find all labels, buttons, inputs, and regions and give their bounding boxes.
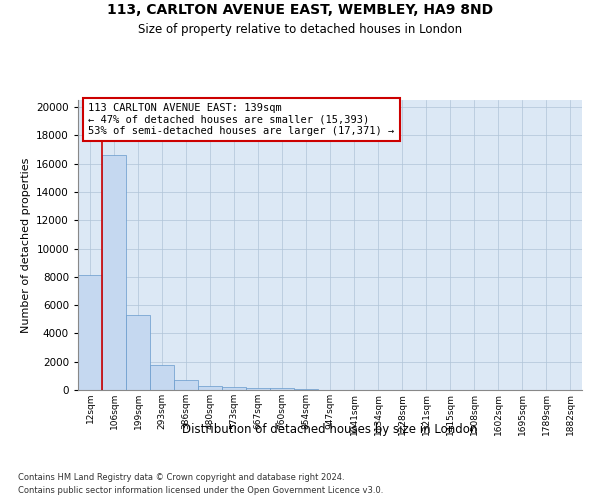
Bar — [78, 276, 102, 390]
Text: 113 CARLTON AVENUE EAST: 139sqm
← 47% of detached houses are smaller (15,393)
53: 113 CARLTON AVENUE EAST: 139sqm ← 47% of… — [88, 103, 394, 136]
Y-axis label: Number of detached properties: Number of detached properties — [20, 158, 31, 332]
Bar — [294, 389, 318, 390]
Bar — [150, 364, 174, 390]
Text: Size of property relative to detached houses in London: Size of property relative to detached ho… — [138, 22, 462, 36]
Text: Contains HM Land Registry data © Crown copyright and database right 2024.: Contains HM Land Registry data © Crown c… — [18, 472, 344, 482]
Bar — [126, 315, 150, 390]
Text: 113, CARLTON AVENUE EAST, WEMBLEY, HA9 8ND: 113, CARLTON AVENUE EAST, WEMBLEY, HA9 8… — [107, 2, 493, 16]
Bar — [222, 387, 246, 390]
Bar — [246, 388, 270, 390]
Bar — [270, 388, 294, 390]
Bar — [198, 386, 222, 390]
Text: Distribution of detached houses by size in London: Distribution of detached houses by size … — [182, 422, 478, 436]
Bar — [102, 155, 126, 390]
Bar — [174, 380, 198, 390]
Text: Contains public sector information licensed under the Open Government Licence v3: Contains public sector information licen… — [18, 486, 383, 495]
